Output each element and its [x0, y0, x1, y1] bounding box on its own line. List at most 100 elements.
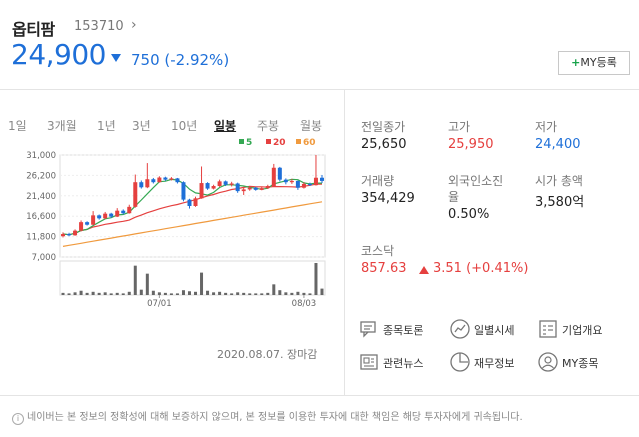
y-tick-label: 7,000 [32, 253, 56, 263]
volume-bar [248, 293, 252, 295]
volume-bar [194, 291, 198, 295]
y-tick-label: 31,000 [26, 151, 56, 161]
tab-daily[interactable]: 일봉 [214, 119, 237, 133]
volume-bar [254, 293, 258, 295]
tab-1y[interactable]: 1년 [97, 119, 116, 133]
link-finance-label: 재무정보 [474, 357, 515, 370]
candle-body [121, 210, 126, 214]
kosdaq-label: 코스닥 [361, 244, 395, 258]
candle-body [133, 182, 138, 207]
volume-bar [73, 292, 77, 295]
tab-weekly[interactable]: 주봉 [257, 119, 280, 133]
volume-bar [115, 292, 119, 295]
volume-bar [302, 292, 306, 295]
candle-body [187, 199, 192, 206]
volume-bar [109, 293, 113, 295]
candle-body [175, 178, 180, 183]
prev-close-value: 25,650 [361, 137, 407, 152]
divider [0, 395, 639, 396]
current-price: 24,900 [11, 38, 106, 71]
candle-body [169, 178, 174, 180]
volume-bar [212, 292, 216, 295]
link-discussion-label: 종목토론 [383, 324, 424, 337]
candle-body [301, 183, 306, 188]
tab-1d[interactable]: 1일 [8, 119, 27, 133]
market-cap-label: 시가 총액 [535, 174, 583, 188]
candle-body [217, 181, 222, 187]
candle-body [199, 183, 204, 199]
candle-body [73, 230, 78, 236]
info-icon: i [12, 413, 24, 425]
volume-bar [206, 290, 210, 295]
volume-bar [230, 293, 234, 295]
foreign-label: 외국인소진 [448, 174, 504, 188]
kosdaq-value: 857.63 [361, 261, 407, 276]
stock-code[interactable]: 153710 [74, 19, 124, 34]
my-register-button[interactable]: +MY등록 [558, 51, 630, 75]
legend-label: 60 [303, 138, 316, 148]
volume-bar [278, 290, 282, 295]
volume-bar [67, 293, 71, 295]
price-chart[interactable]: 31,000 26,200 21,400 16,600 11,800 7,000 5 20 60… [14, 137, 334, 307]
candle-body [271, 167, 276, 187]
disclaimer-text: 네이버는 본 정보의 정확성에 대해 보증하지 않으며, 본 정보를 이용한 투… [27, 412, 523, 423]
x-tick-label: 07/01 [147, 299, 172, 307]
tab-10y[interactable]: 10년 [171, 119, 198, 133]
tab-monthly[interactable]: 월봉 [300, 119, 323, 133]
candle-body [307, 183, 312, 186]
tab-3y[interactable]: 3년 [132, 119, 151, 133]
legend-label: 5 [246, 138, 252, 148]
volume-bar [169, 293, 173, 295]
volume-bar [127, 291, 131, 295]
candle-body [151, 179, 156, 183]
candle-body [163, 177, 168, 180]
volume-bar [308, 293, 312, 295]
candle-body [145, 179, 150, 188]
divider [344, 90, 345, 395]
chevron-right-icon[interactable]: › [131, 17, 137, 33]
volume-bar [314, 263, 318, 295]
y-tick-label: 11,800 [26, 233, 56, 243]
ma60-line [62, 201, 323, 247]
volume-bar [296, 291, 300, 295]
legend-swatch [239, 139, 244, 144]
volume-bar [145, 273, 149, 295]
candle-body [253, 187, 258, 190]
volume-bar [260, 293, 264, 295]
candle-body [295, 180, 300, 188]
candle-body [79, 222, 84, 231]
x-tick-label: 08/03 [292, 299, 317, 307]
price-change: 750 (-2.92%) [131, 51, 230, 69]
volume-bar [91, 291, 95, 295]
volume-bar [181, 290, 185, 295]
candle-body [139, 182, 144, 188]
volume-bar [187, 291, 191, 295]
tab-3m[interactable]: 3개월 [47, 119, 77, 133]
volume-bar [97, 292, 101, 295]
user-icon [538, 352, 558, 372]
volume-bar [266, 292, 270, 295]
y-tick-label: 16,600 [26, 212, 56, 222]
high-label: 고가 [448, 120, 471, 134]
volume-bar [163, 292, 167, 295]
volume-bar [236, 292, 240, 295]
link-news-label: 관련뉴스 [383, 357, 424, 370]
candle-body [205, 183, 210, 189]
trend-icon [450, 319, 470, 339]
volume-bar [224, 292, 228, 295]
candle-body [97, 215, 102, 219]
foreign-value: 0.50% [448, 207, 490, 222]
volume-bar [85, 292, 89, 295]
candle-body [289, 180, 294, 183]
volume-bar [242, 292, 246, 295]
candle-body [265, 186, 270, 189]
link-daily-price-label: 일별시세 [474, 324, 515, 337]
candle-body [61, 234, 66, 237]
volume-frame [59, 260, 326, 296]
volume-bar [103, 292, 107, 295]
finance-icon [450, 352, 470, 372]
stock-name: 옵티팜 [12, 20, 55, 39]
my-register-label: MY등록 [580, 56, 617, 69]
candle-body [235, 183, 240, 192]
candle-body [241, 189, 246, 192]
